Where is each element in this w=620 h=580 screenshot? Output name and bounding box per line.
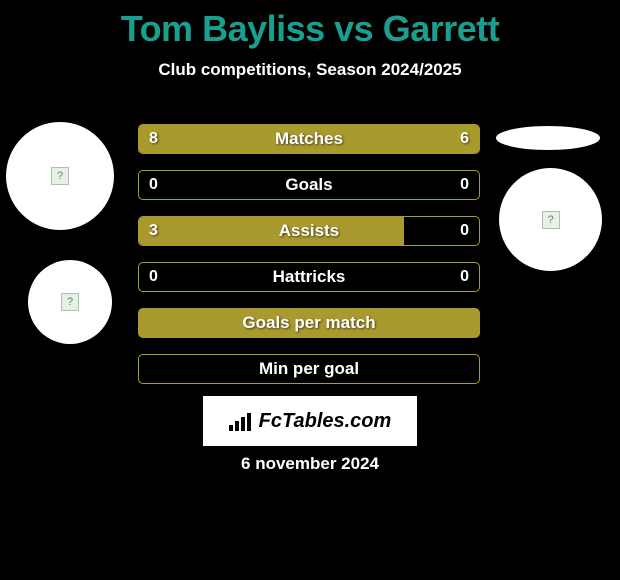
stat-value-right: 6 bbox=[460, 125, 469, 153]
stat-label: Assists bbox=[139, 217, 479, 245]
stat-row-hattricks: 0 Hattricks 0 bbox=[138, 262, 480, 292]
stat-label: Goals per match bbox=[242, 313, 375, 333]
stat-row-matches: 8 Matches 6 bbox=[138, 124, 480, 154]
player-avatar-right: ? bbox=[499, 168, 602, 271]
comparison-subtitle: Club competitions, Season 2024/2025 bbox=[0, 60, 620, 80]
date-label: 6 november 2024 bbox=[0, 454, 620, 474]
logo-label: FcTables.com bbox=[259, 410, 392, 433]
stat-value-right: 0 bbox=[460, 217, 469, 245]
stat-row-goals-per-match: Goals per match bbox=[138, 308, 480, 338]
image-placeholder-icon: ? bbox=[61, 293, 79, 311]
logo-text: FcTables.com bbox=[229, 410, 392, 433]
stat-row-min-per-goal: Min per goal bbox=[138, 354, 480, 384]
image-placeholder-icon: ? bbox=[542, 211, 560, 229]
bars-icon bbox=[229, 411, 255, 431]
stats-bars: 8 Matches 6 0 Goals 0 3 Assists 0 0 Hatt… bbox=[138, 124, 480, 400]
stat-row-assists: 3 Assists 0 bbox=[138, 216, 480, 246]
club-badge-left: ? bbox=[28, 260, 112, 344]
stat-label: Goals bbox=[139, 171, 479, 199]
player-avatar-left: ? bbox=[6, 122, 114, 230]
stat-value-right: 0 bbox=[460, 171, 469, 199]
comparison-title: Tom Bayliss vs Garrett bbox=[0, 0, 620, 50]
stat-row-goals: 0 Goals 0 bbox=[138, 170, 480, 200]
stat-label: Min per goal bbox=[259, 359, 359, 379]
image-placeholder-icon: ? bbox=[51, 167, 69, 185]
fctables-logo: FcTables.com bbox=[203, 396, 417, 446]
decorative-ellipse bbox=[496, 126, 600, 150]
stat-label: Matches bbox=[139, 125, 479, 153]
stat-value-right: 0 bbox=[460, 263, 469, 291]
stat-label: Hattricks bbox=[139, 263, 479, 291]
